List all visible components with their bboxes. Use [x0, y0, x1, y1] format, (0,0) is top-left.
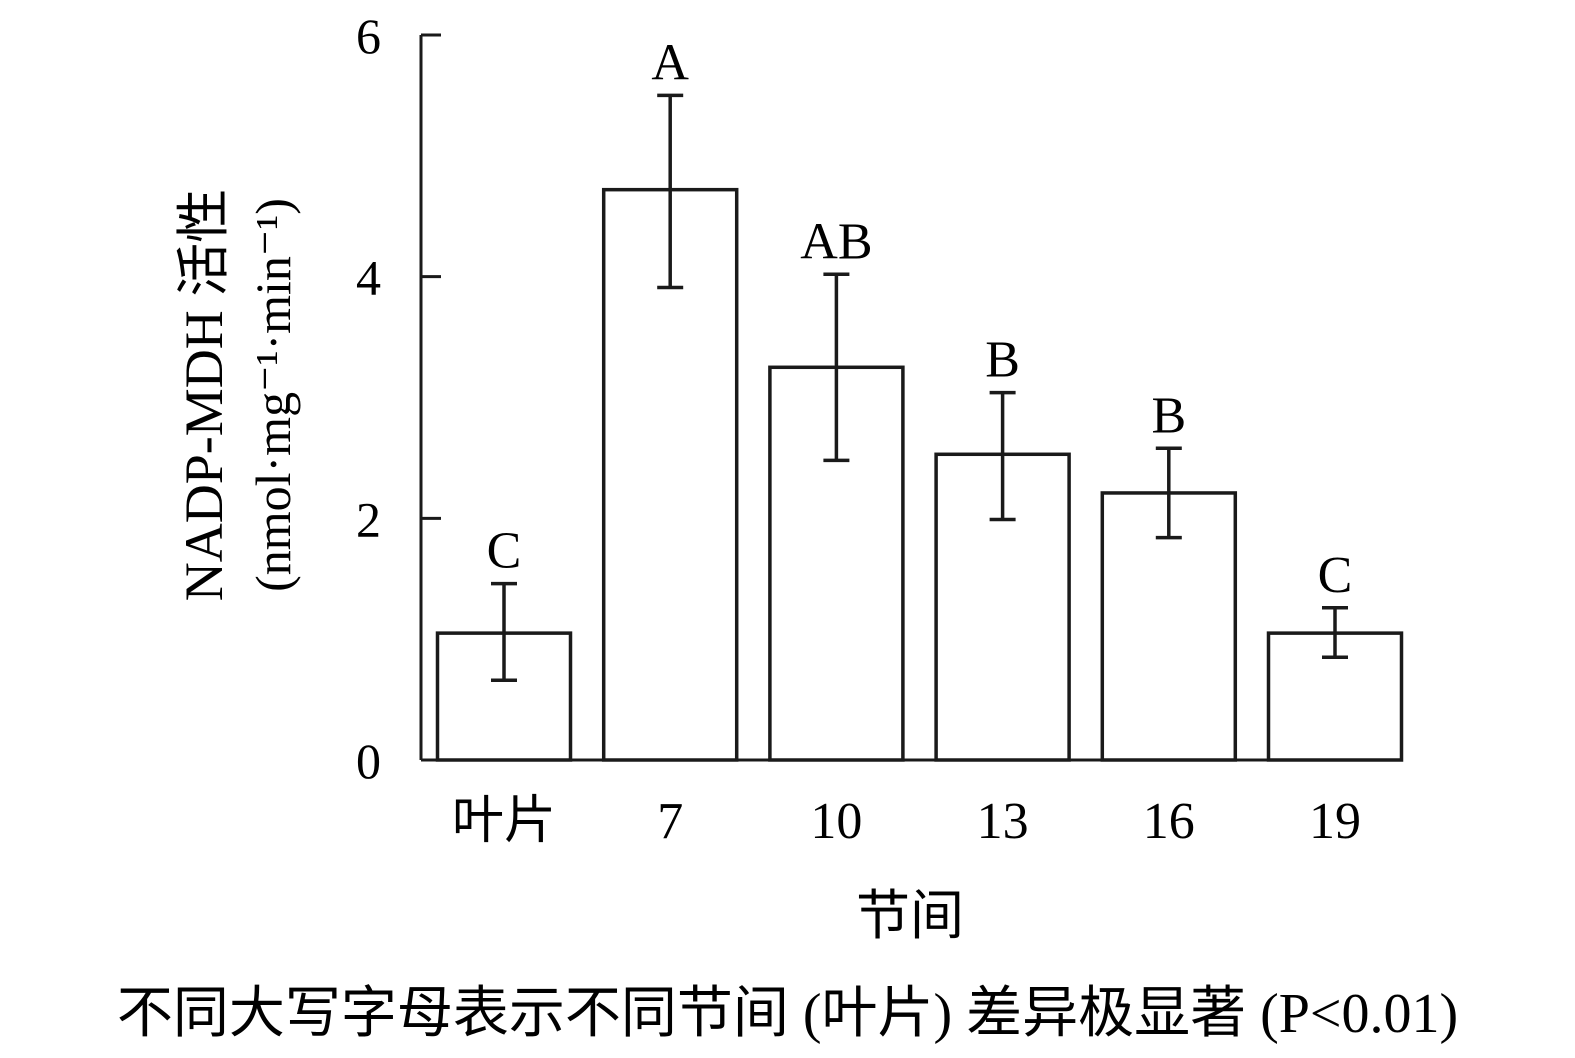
x-tick-label: 16: [1143, 793, 1195, 850]
x-axis-label: 节间: [856, 886, 964, 946]
figure-caption: 不同大写字母表示不同节间 (叶片) 差异极显著 (P<0.01): [116, 983, 1459, 1045]
significance-letter: B: [1151, 387, 1186, 444]
y-tick-label: 2: [356, 491, 381, 547]
y-axis-unit-label: (nmol·mg⁻¹·min⁻¹): [245, 198, 301, 592]
axes: 0 2 4 6: [356, 8, 1402, 789]
y-tick-label: 0: [356, 733, 381, 789]
significance-letter: B: [985, 332, 1020, 389]
error-bar: [1322, 606, 1348, 660]
error-bar: [823, 272, 850, 463]
x-tick-label: 7: [657, 793, 683, 850]
x-tick-label: 叶片: [452, 793, 556, 850]
y-axis-label: NADP-MDH 活性: [174, 189, 234, 602]
bars: [435, 93, 1404, 762]
error-bar: [491, 581, 517, 682]
x-tick-label: 13: [977, 793, 1029, 850]
significance-letter: C: [487, 523, 522, 580]
labels: C 叶片 A 7 AB 10 B 13 B 16 C 19: [452, 34, 1361, 850]
x-tick-label: 10: [810, 793, 862, 850]
error-bar: [989, 390, 1016, 522]
error-bar: [657, 93, 684, 290]
significance-letter: C: [1318, 547, 1353, 604]
significance-letter: A: [651, 34, 689, 91]
x-tick-label: 19: [1309, 793, 1361, 850]
significance-letter: AB: [800, 213, 872, 270]
bar-chart: 0 2 4 6 C 叶片 A 7 AB 10 B 13 B 16 C 19 NADP-MDH 活性 (nmo…: [174, 8, 1404, 946]
error-bar: [1155, 446, 1182, 540]
y-tick-label: 6: [356, 8, 381, 64]
y-tick-label: 4: [356, 250, 381, 306]
